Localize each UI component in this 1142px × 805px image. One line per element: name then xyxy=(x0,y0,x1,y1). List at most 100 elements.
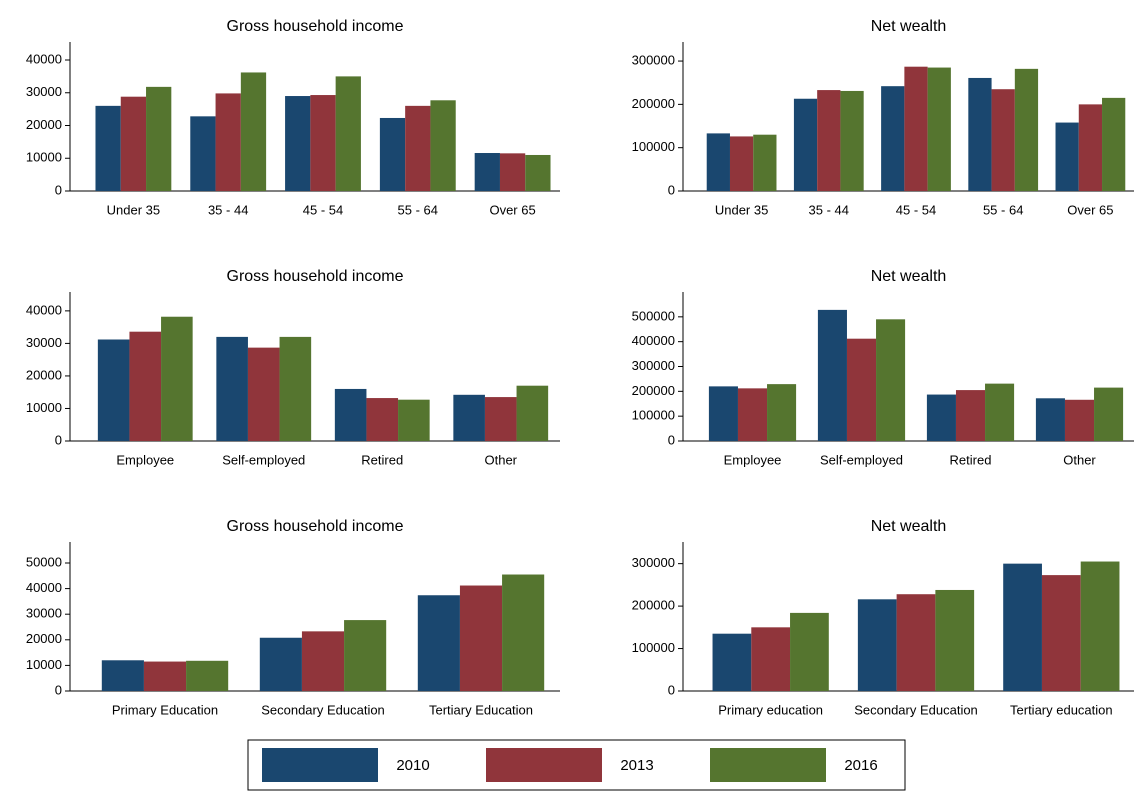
bar xyxy=(857,599,897,691)
bar xyxy=(817,309,847,441)
x-tick-label: Secondary Education xyxy=(261,702,385,717)
bar xyxy=(955,390,986,441)
y-tick-label: 0 xyxy=(55,182,62,197)
chart-title: Gross household income xyxy=(227,18,404,35)
bar xyxy=(846,338,877,441)
x-tick-label: 35 - 44 xyxy=(208,202,248,217)
bar xyxy=(146,86,172,191)
x-tick-label: Other xyxy=(1063,452,1096,467)
bar xyxy=(708,386,738,441)
y-tick-label: 10000 xyxy=(26,657,62,672)
bar xyxy=(840,90,864,191)
y-tick-label: 0 xyxy=(55,682,62,697)
bar xyxy=(1014,68,1039,191)
bar xyxy=(712,633,752,691)
bar xyxy=(310,95,336,191)
bar xyxy=(927,67,951,191)
bar xyxy=(101,660,144,691)
bar xyxy=(129,331,162,441)
bar xyxy=(737,388,768,441)
bar xyxy=(926,394,956,441)
bar xyxy=(896,594,936,691)
y-tick-label: 50000 xyxy=(26,554,62,569)
bar xyxy=(525,154,551,191)
chart-title: Gross household income xyxy=(227,518,404,535)
y-tick-label: 0 xyxy=(668,182,675,197)
x-tick-label: Employee xyxy=(116,452,174,467)
x-tick-label: Tertiary Education xyxy=(429,702,533,717)
bar xyxy=(120,96,147,191)
x-tick-label: Primary Education xyxy=(112,702,218,717)
bar xyxy=(190,116,216,191)
x-tick-label: Self-employed xyxy=(222,452,305,467)
bar xyxy=(474,153,500,191)
y-tick-label: 100000 xyxy=(632,408,675,423)
y-tick-label: 100000 xyxy=(632,640,675,655)
y-tick-label: 40000 xyxy=(26,302,62,317)
x-tick-label: Under 35 xyxy=(715,202,768,217)
bar xyxy=(259,637,302,691)
bar xyxy=(405,105,431,191)
bar xyxy=(1041,575,1081,691)
x-tick-label: Under 35 xyxy=(107,202,160,217)
bar xyxy=(97,339,130,441)
x-tick-label: Employee xyxy=(724,452,782,467)
bar xyxy=(379,117,406,191)
y-tick-label: 300000 xyxy=(632,555,675,570)
chart-title: Gross household income xyxy=(227,268,404,285)
bar xyxy=(215,93,241,191)
bar xyxy=(985,383,1015,441)
bar xyxy=(729,136,754,191)
bar xyxy=(484,397,517,441)
bar xyxy=(1078,104,1103,191)
y-tick-label: 10000 xyxy=(26,400,62,415)
bar xyxy=(240,72,267,191)
bar xyxy=(344,620,387,691)
bar xyxy=(751,627,791,691)
y-tick-label: 200000 xyxy=(632,96,675,111)
bar xyxy=(366,398,399,441)
y-tick-label: 40000 xyxy=(26,580,62,595)
x-tick-label: Tertiary education xyxy=(1010,702,1113,717)
y-tick-label: 400000 xyxy=(632,333,675,348)
bar xyxy=(1055,122,1079,191)
x-tick-label: Retired xyxy=(950,452,992,467)
y-tick-label: 30000 xyxy=(26,606,62,621)
x-tick-label: Secondary Education xyxy=(854,702,978,717)
legend-swatch xyxy=(710,748,826,782)
x-tick-label: Other xyxy=(484,452,517,467)
bar xyxy=(285,96,311,191)
bar xyxy=(817,90,841,191)
bar xyxy=(1080,561,1120,691)
legend-label: 2016 xyxy=(844,757,877,774)
x-tick-label: Over 65 xyxy=(489,202,535,217)
bar xyxy=(790,612,829,691)
bar xyxy=(1094,387,1124,441)
bar xyxy=(453,394,485,441)
bar xyxy=(881,86,905,191)
x-tick-label: Self-employed xyxy=(820,452,903,467)
bar xyxy=(247,347,280,441)
legend-swatch xyxy=(486,748,602,782)
bar xyxy=(968,77,992,191)
y-tick-label: 20000 xyxy=(26,631,62,646)
bar xyxy=(398,399,430,441)
y-tick-label: 20000 xyxy=(26,367,62,382)
y-tick-label: 20000 xyxy=(26,117,62,132)
x-tick-label: Over 65 xyxy=(1067,202,1113,217)
y-tick-label: 200000 xyxy=(632,383,675,398)
x-tick-label: 35 - 44 xyxy=(809,202,849,217)
y-tick-label: 200000 xyxy=(632,598,675,613)
y-tick-label: 30000 xyxy=(26,335,62,350)
x-tick-label: 45 - 54 xyxy=(303,202,343,217)
bar xyxy=(1035,398,1065,441)
legend-label: 2013 xyxy=(620,757,653,774)
bar xyxy=(1003,563,1042,691)
bar xyxy=(430,100,456,191)
bar xyxy=(334,388,367,441)
y-tick-label: 10000 xyxy=(26,150,62,165)
bar xyxy=(143,661,187,691)
bar xyxy=(459,585,503,691)
bar xyxy=(95,105,121,191)
